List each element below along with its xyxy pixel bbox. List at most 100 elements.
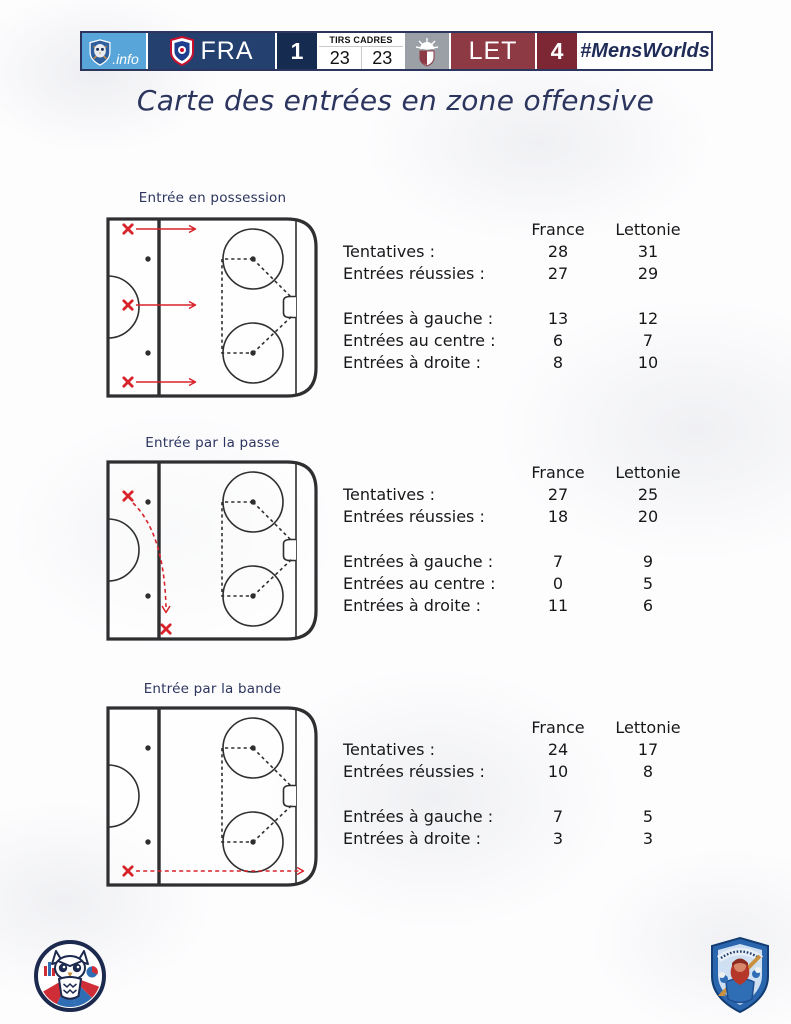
section-label-possession: Entrée en possession — [138, 190, 287, 206]
stats-table-bande: France Lettonie Tentatives : 24 17 Entré… — [343, 716, 703, 849]
stat-value-lettonie: 8 — [642, 761, 654, 781]
info-badge: .info — [82, 33, 146, 69]
table-row: Entrées réussies : 27 29 — [343, 262, 703, 284]
stat-value-france: 3 — [552, 828, 564, 848]
away-crest-cell — [405, 33, 449, 69]
faceoff-circle — [222, 717, 284, 779]
table-header-row: France Lettonie — [343, 461, 703, 483]
scoreboard: .info FRA 1 TIRS CADRES 23 23 — [80, 31, 713, 71]
stat-value-france: 8 — [552, 352, 564, 372]
entry-arrow — [136, 224, 197, 387]
stat-value-france: 11 — [547, 595, 569, 615]
home-score: 1 — [277, 33, 317, 69]
stat-value-lettonie: 6 — [642, 595, 654, 615]
stat-label: Entrées réussies : — [343, 263, 485, 283]
divider — [449, 33, 451, 69]
shots-on-goal-box: TIRS CADRES 23 23 — [319, 33, 403, 69]
faceoff-circle — [222, 471, 284, 533]
stat-value-lettonie: 5 — [642, 806, 654, 826]
stat-value-lettonie: 31 — [637, 241, 659, 261]
stat-label: Entrées à droite : — [343, 352, 481, 372]
neutral-zone-dot — [145, 256, 151, 262]
stat-label: Entrées à droite : — [343, 595, 481, 615]
stat-value-france: 0 — [552, 573, 564, 593]
table-row: Tentatives : 27 25 — [343, 483, 703, 505]
center-circle-arc — [107, 764, 140, 828]
neutral-zone-dot — [145, 350, 151, 356]
france-crest-icon — [169, 36, 194, 66]
latvia-crest-icon — [415, 38, 439, 67]
hockey-player-shield-logo — [711, 936, 769, 1014]
table-row: Entrées à droite : 3 3 — [343, 827, 703, 849]
divider — [403, 33, 405, 69]
column-header-france: France — [531, 717, 585, 737]
stat-value-lettonie: 20 — [637, 506, 659, 526]
zone-dashed-guides — [221, 747, 293, 843]
stat-value-france: 6 — [552, 330, 564, 350]
player-hair — [732, 958, 748, 966]
rink-diagram-possession — [106, 217, 318, 398]
goal-crease — [282, 784, 296, 808]
table-row: Entrées à droite : 11 6 — [343, 594, 703, 616]
stat-value-lettonie: 3 — [642, 828, 654, 848]
table-row: Entrées au centre : 0 5 — [343, 572, 703, 594]
owl-shield-icon — [89, 39, 111, 66]
column-header-france: France — [531, 462, 585, 482]
stat-value-france: 10 — [547, 761, 569, 781]
column-header-france: France — [531, 219, 585, 239]
board-entry-markings — [122, 865, 305, 877]
divider — [535, 33, 537, 69]
info-label: .info — [112, 51, 139, 67]
divider — [275, 33, 277, 69]
stat-value-france: 27 — [547, 484, 569, 504]
stat-value-lettonie: 12 — [637, 308, 659, 328]
stat-value-lettonie: 7 — [642, 330, 654, 350]
stats-table-possession: France Lettonie Tentatives : 28 31 Entré… — [343, 218, 703, 373]
divider — [146, 33, 148, 69]
stat-label: Entrées au centre : — [343, 573, 496, 593]
zone-dashed-guides — [221, 501, 293, 597]
owl-analytics-logo — [34, 940, 106, 1012]
carry-in-markings — [122, 223, 197, 388]
neutral-zone-dot — [145, 593, 151, 599]
stat-value-france: 13 — [547, 308, 569, 328]
table-gap — [343, 284, 703, 307]
mini-bar-chart — [44, 966, 47, 976]
table-row: Entrées au centre : 6 7 — [343, 329, 703, 351]
table-row: Entrées à gauche : 7 5 — [343, 805, 703, 827]
goal-crease — [282, 295, 296, 319]
stat-label: Entrées à gauche : — [343, 551, 494, 571]
stat-value-france: 24 — [547, 739, 569, 759]
event-hashtag: #MensWorlds — [579, 33, 711, 69]
table-header-row: France Lettonie — [343, 716, 703, 738]
stat-value-lettonie: 29 — [637, 263, 659, 283]
faceoff-circle — [222, 228, 284, 290]
rink-diagram-bande — [106, 706, 318, 887]
table-row: Entrées à gauche : 7 9 — [343, 550, 703, 572]
stat-value-lettonie: 10 — [637, 352, 659, 372]
divider — [577, 33, 579, 69]
stat-value-lettonie: 25 — [637, 484, 659, 504]
stat-value-lettonie: 17 — [637, 739, 659, 759]
home-shots-value: 23 — [329, 47, 350, 68]
stat-label: Entrées à droite : — [343, 828, 481, 848]
shots-on-goal-values: 23 23 — [319, 47, 403, 69]
stat-label: Entrées au centre : — [343, 330, 496, 350]
stat-label: Tentatives : — [343, 484, 435, 504]
divider — [317, 33, 319, 69]
stat-value-lettonie: 5 — [642, 573, 654, 593]
player-x-marker — [122, 865, 134, 877]
home-team-code: FRA — [200, 36, 254, 65]
stat-label: Tentatives : — [343, 739, 435, 759]
neutral-zone-dot — [145, 745, 151, 751]
zone-dashed-guides — [221, 258, 293, 354]
arrowhead — [296, 866, 305, 876]
stat-label: Entrées à gauche : — [343, 806, 494, 826]
stat-value-france: 7 — [552, 551, 564, 571]
stat-label: Entrées réussies : — [343, 506, 485, 526]
owl-body — [57, 976, 83, 1000]
stat-value-lettonie: 9 — [642, 551, 654, 571]
column-header-lettonie: Lettonie — [615, 462, 681, 482]
table-gap — [343, 782, 703, 805]
